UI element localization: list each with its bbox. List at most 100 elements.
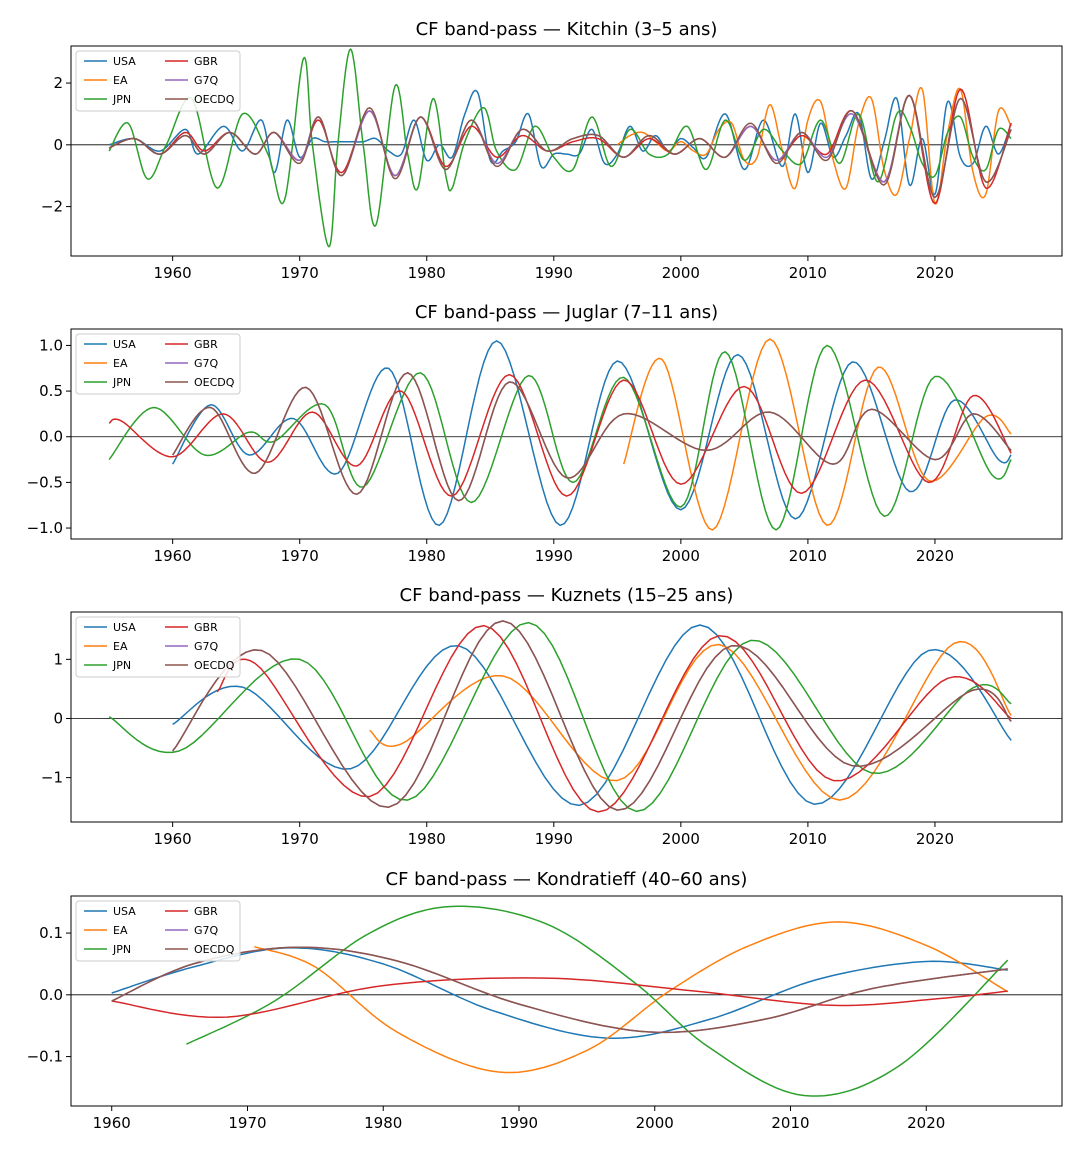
y-tick-label: 0.0 <box>39 428 63 446</box>
legend-label-g7q: G7Q <box>194 74 219 87</box>
series-group <box>108 620 1012 813</box>
x-tick-label: 2020 <box>916 264 954 282</box>
legend-label-oecdq: OECDQ <box>194 93 235 106</box>
chart-panel-2: CF band-pass — Juglar (7–11 ans) 1960 1970… <box>27 302 1063 565</box>
x-tick-label: 2010 <box>789 264 827 282</box>
x-tick-label: 1980 <box>408 547 446 565</box>
legend-label-oecdq: OECDQ <box>194 659 235 672</box>
legend: USA EA JPN GBR G7Q OECDQ <box>75 616 241 678</box>
series-group <box>108 338 1012 531</box>
series-line-gbr <box>111 977 1008 1019</box>
axes-frame <box>70 45 1063 257</box>
y-tick-label: −2 <box>41 198 63 216</box>
legend-label-g7q: G7Q <box>194 640 219 653</box>
chart-title: CF band-pass — Kuznets (15–25 ans) <box>400 585 734 606</box>
legend-label-ea: EA <box>113 924 128 937</box>
legend-label-g7q: G7Q <box>194 357 219 370</box>
legend-label-usa: USA <box>113 621 136 634</box>
series-line-usa <box>111 947 1008 1039</box>
series-group <box>108 48 1012 248</box>
legend-box <box>75 50 241 112</box>
x-tick-label: 2020 <box>916 830 954 848</box>
x-tick-label: 1980 <box>364 1114 402 1132</box>
series-line-gbr <box>216 624 1012 813</box>
series-line-g7q <box>111 946 1008 1034</box>
legend: USA EA JPN GBR G7Q OECDQ <box>75 333 241 395</box>
series-line-usa <box>172 624 1012 807</box>
y-tick-label: −0.5 <box>27 473 63 491</box>
legend-label-g7q: G7Q <box>194 924 219 937</box>
series-line-gbr <box>108 373 1012 497</box>
legend-label-ea: EA <box>113 640 128 653</box>
legend-box <box>75 616 241 678</box>
legend-label-gbr: GBR <box>194 621 218 634</box>
x-tick-label: 1990 <box>535 830 573 848</box>
y-tick-label: 1.0 <box>39 336 63 354</box>
x-tick-label: 2000 <box>662 547 700 565</box>
legend: USA EA JPN GBR G7Q OECDQ <box>75 900 241 962</box>
x-tick-label: 1970 <box>281 547 319 565</box>
chart-panel-1: CF band-pass — Kitchin (3–5 ans) 1960 1970… <box>41 19 1063 282</box>
x-tick-label: 2010 <box>789 547 827 565</box>
series-line-oecdq <box>171 372 1012 502</box>
legend-label-gbr: GBR <box>194 338 218 351</box>
x-tick-label: 2000 <box>662 264 700 282</box>
y-tick-label: −1.0 <box>27 519 63 537</box>
series-line-oecdq <box>108 94 1012 199</box>
legend: USA EA JPN GBR G7Q OECDQ <box>75 50 241 112</box>
x-tick-label: 1960 <box>154 830 192 848</box>
series-line-ea <box>622 338 1012 531</box>
legend-label-jpn: JPN <box>112 376 131 389</box>
y-tick-label: 0 <box>53 709 63 727</box>
legend-label-gbr: GBR <box>194 905 218 918</box>
x-tick-label: 1980 <box>408 830 446 848</box>
y-tick-label: 0.1 <box>39 924 63 942</box>
legend-label-usa: USA <box>113 338 136 351</box>
series-line-jpn <box>108 621 1012 813</box>
x-tick-label: 1980 <box>408 264 446 282</box>
x-tick-label: 1960 <box>154 264 192 282</box>
y-tick-label: 2 <box>53 74 63 92</box>
legend-label-ea: EA <box>113 74 128 87</box>
series-line-g7q <box>172 620 1012 811</box>
x-tick-label: 2000 <box>636 1114 674 1132</box>
y-tick-label: 1 <box>53 650 63 668</box>
series-line-ea <box>616 86 1012 205</box>
series-line-ea <box>254 921 1009 1074</box>
series-line-jpn <box>108 344 1012 531</box>
series-line-oecdq <box>172 620 1012 811</box>
y-tick-label: 0.5 <box>39 382 63 400</box>
chart-title: CF band-pass — Kitchin (3–5 ans) <box>416 19 718 40</box>
x-tick-label: 2010 <box>789 830 827 848</box>
legend-label-ea: EA <box>113 357 128 370</box>
x-tick-label: 2000 <box>662 830 700 848</box>
legend-label-usa: USA <box>113 905 136 918</box>
x-tick-label: 1960 <box>154 547 192 565</box>
x-tick-label: 2020 <box>907 1114 945 1132</box>
series-line-oecdq <box>111 946 1008 1034</box>
axes-frame <box>70 895 1063 1107</box>
x-tick-label: 1960 <box>93 1114 131 1132</box>
x-tick-label: 1970 <box>228 1114 266 1132</box>
legend-label-usa: USA <box>113 55 136 68</box>
x-tick-label: 2020 <box>916 547 954 565</box>
y-tick-label: 0 <box>53 136 63 154</box>
y-tick-label: −1 <box>41 769 63 787</box>
series-group <box>111 905 1009 1097</box>
legend-box <box>75 333 241 395</box>
legend-label-gbr: GBR <box>194 55 218 68</box>
series-line-jpn <box>108 48 1012 248</box>
legend-box <box>75 900 241 962</box>
x-tick-label: 2010 <box>771 1114 809 1132</box>
chart-panel-3: CF band-pass — Kuznets (15–25 ans) 1960 19… <box>41 585 1063 848</box>
legend-label-oecdq: OECDQ <box>194 376 235 389</box>
x-tick-label: 1970 <box>281 264 319 282</box>
axes-frame <box>70 611 1063 823</box>
legend-label-jpn: JPN <box>112 93 131 106</box>
chart-panel-4: CF band-pass — Kondratieff (40–60 ans) 19… <box>27 869 1063 1132</box>
series-line-usa <box>171 340 1012 527</box>
x-tick-label: 1990 <box>500 1114 538 1132</box>
y-tick-label: −0.1 <box>27 1048 63 1066</box>
legend-label-oecdq: OECDQ <box>194 943 235 956</box>
